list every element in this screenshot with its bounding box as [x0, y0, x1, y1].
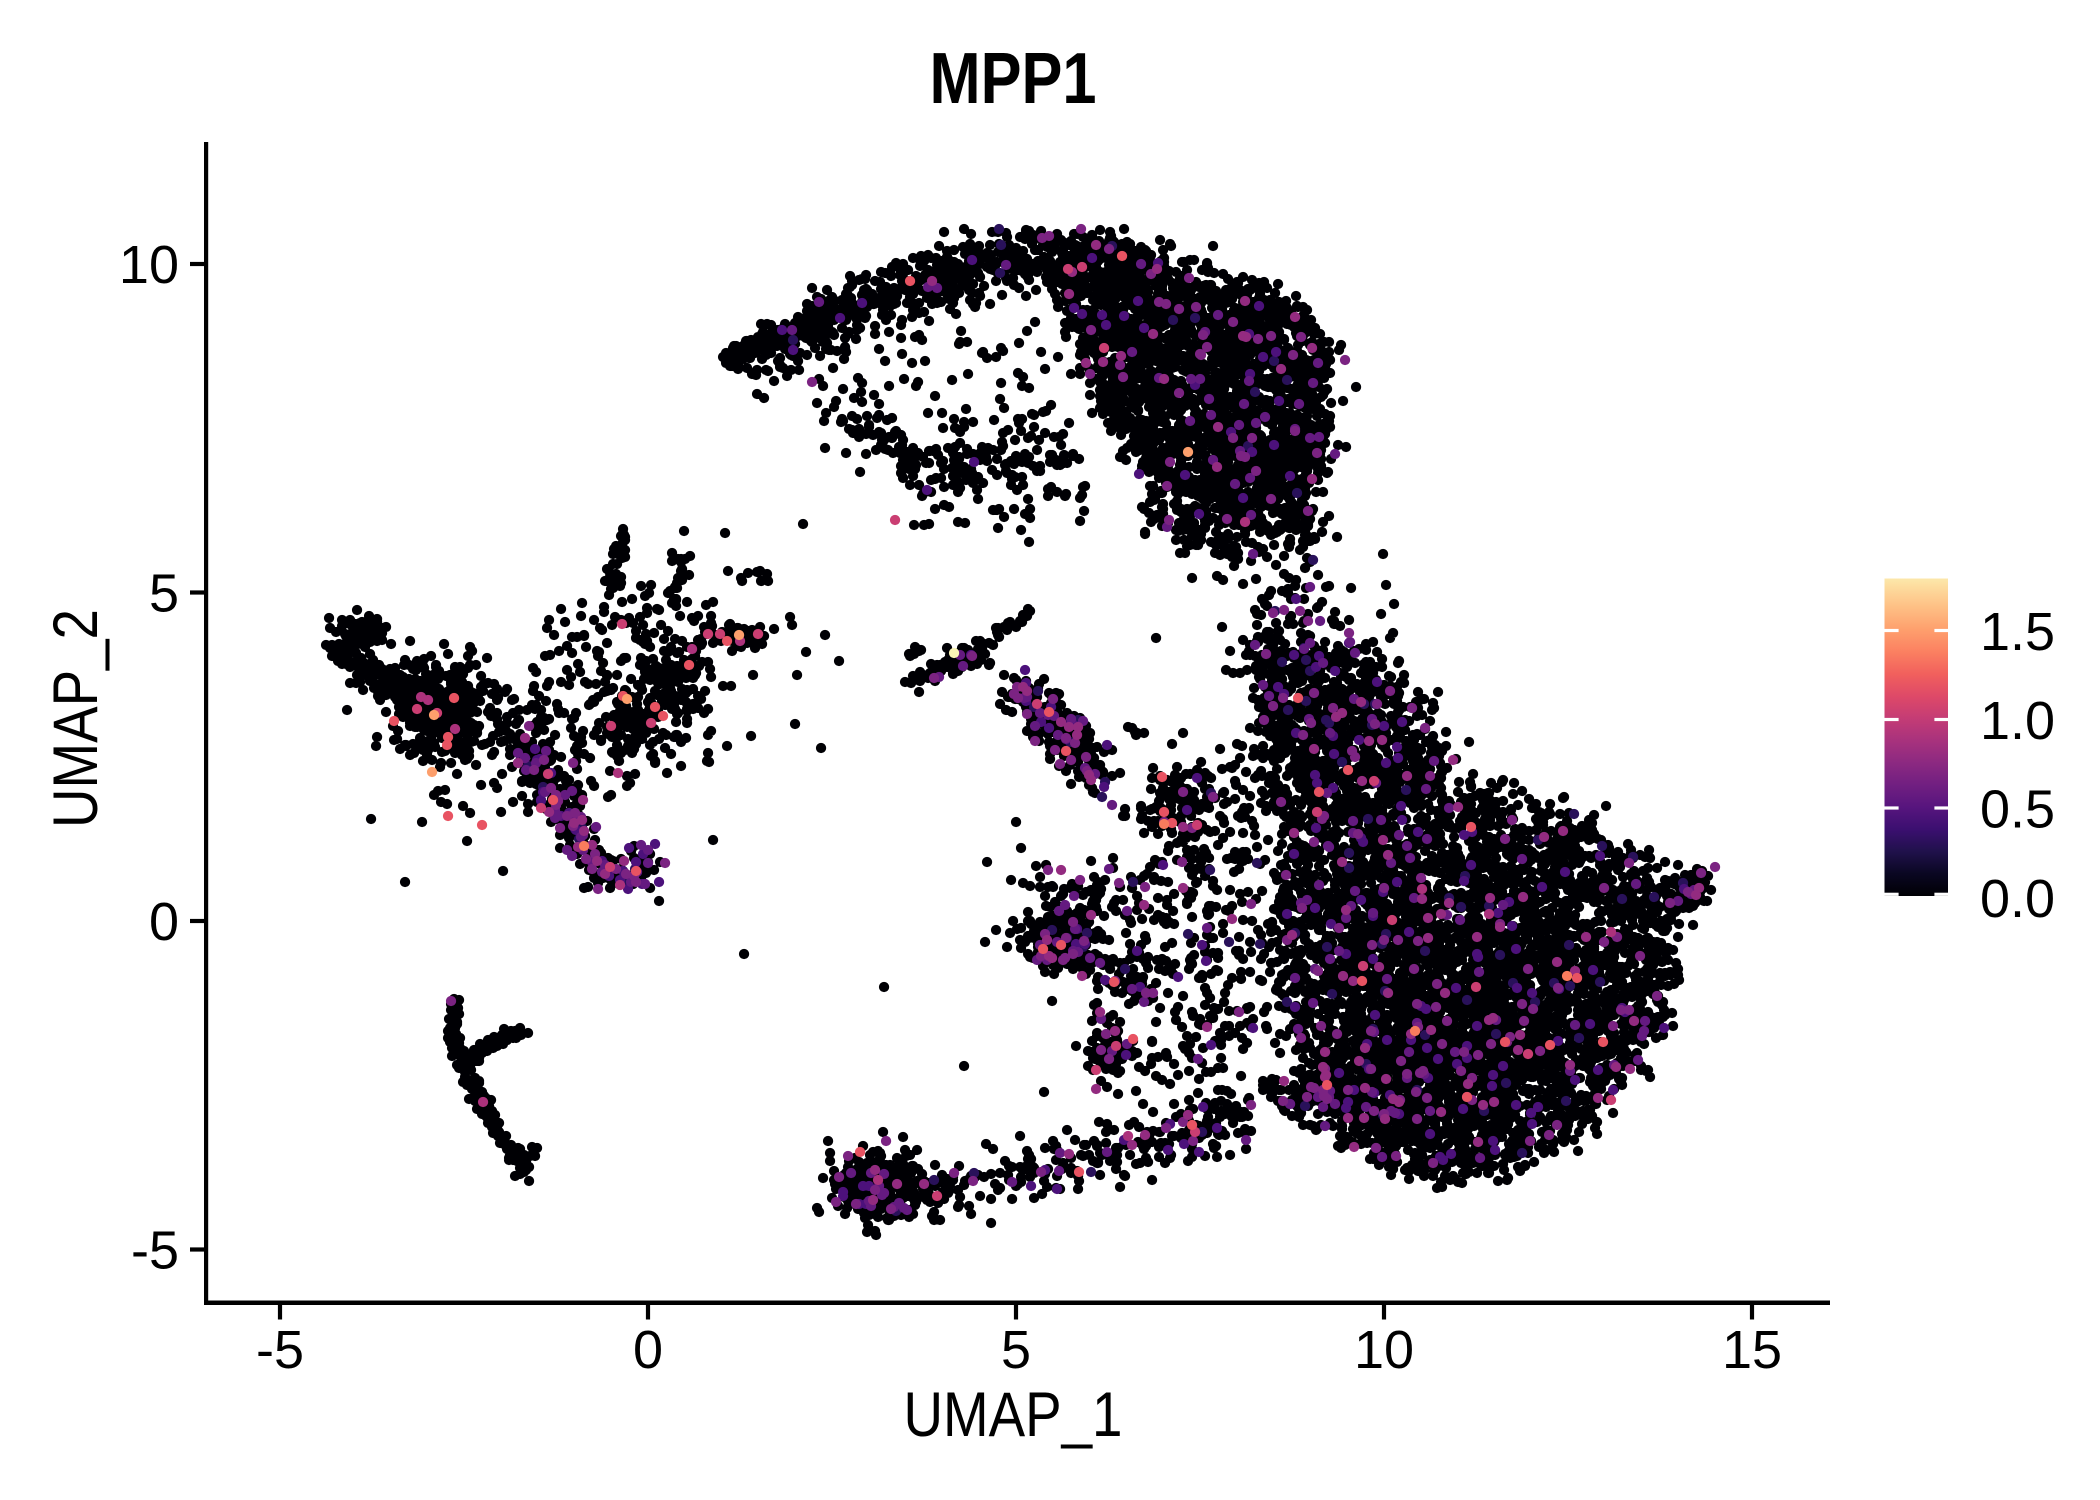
svg-text:UMAP_1: UMAP_1 [904, 1380, 1123, 1450]
svg-text:0: 0 [633, 1320, 663, 1380]
svg-text:15: 15 [1722, 1320, 1782, 1380]
svg-text:0.5: 0.5 [1980, 780, 2055, 840]
svg-text:5: 5 [1001, 1320, 1031, 1380]
svg-text:1.0: 1.0 [1980, 691, 2055, 751]
svg-text:0: 0 [149, 892, 179, 952]
svg-text:MPP1: MPP1 [930, 39, 1097, 119]
svg-text:10: 10 [119, 235, 179, 295]
svg-text:0.0: 0.0 [1980, 869, 2055, 929]
svg-text:-5: -5 [131, 1221, 179, 1281]
svg-text:-5: -5 [256, 1320, 304, 1380]
svg-text:5: 5 [149, 564, 179, 624]
svg-text:1.5: 1.5 [1980, 602, 2055, 662]
svg-text:10: 10 [1354, 1320, 1414, 1380]
svg-text:UMAP_2: UMAP_2 [41, 609, 111, 828]
